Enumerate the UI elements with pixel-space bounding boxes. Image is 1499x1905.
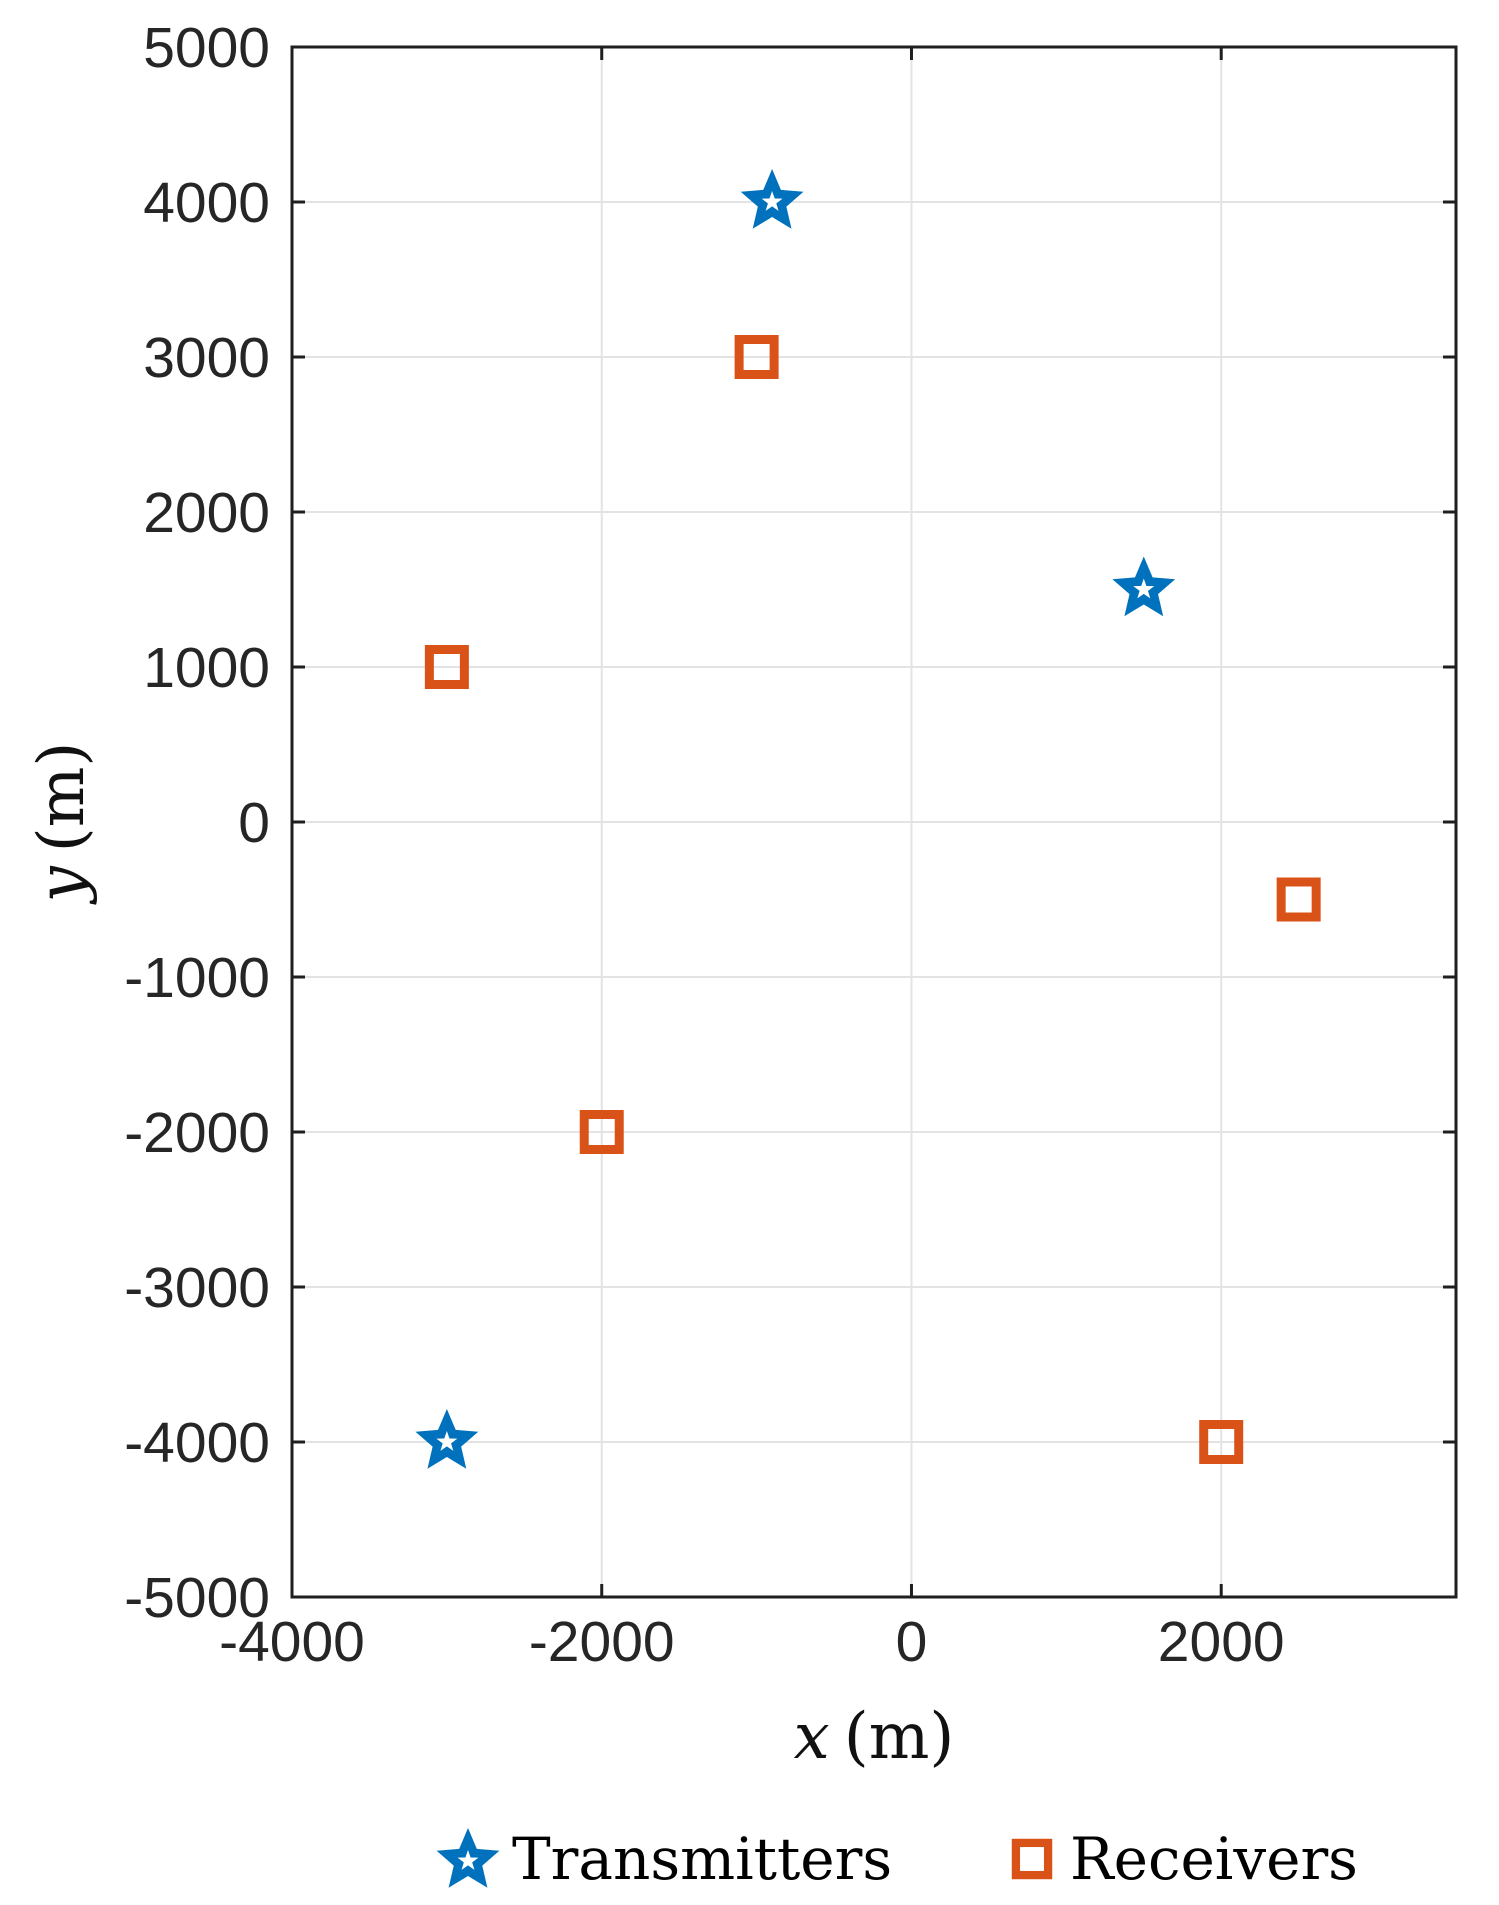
y-tick-label: -3000 (124, 1256, 270, 1320)
legend-label-receivers: Receivers (1070, 1824, 1358, 1893)
transmitter-marker-hole (436, 1431, 458, 1451)
receiver-marker (1011, 1838, 1053, 1879)
x-tick-label: -4000 (219, 1610, 365, 1674)
legend-label-transmitters: Transmitters (512, 1824, 893, 1893)
transmitter-star-icon (436, 1827, 500, 1888)
y-axis-label: y (m) (25, 742, 99, 903)
receiver-marker (424, 645, 469, 689)
y-axis-variable: y (25, 866, 99, 903)
receiver-square-icon (1011, 1838, 1053, 1879)
y-tick-label: 4000 (143, 171, 270, 235)
y-tick-label: 3000 (143, 326, 270, 390)
y-tick-label: 1000 (143, 636, 270, 700)
legend: Transmitters Receivers (0, 1812, 1499, 1905)
legend-item-receivers: Receivers (1002, 1812, 1358, 1905)
x-axis-unit: (m) (843, 1700, 955, 1774)
y-tick-label: 5000 (143, 16, 270, 80)
x-axis-label: x (m) (794, 1700, 955, 1774)
receiver-marker (579, 1110, 624, 1154)
x-tick-label: 2000 (1158, 1610, 1285, 1674)
y-tick-label: -4000 (124, 1411, 270, 1475)
receiver-marker (734, 335, 779, 379)
receiver-marker (1276, 877, 1321, 922)
y-axis-unit: (m) (25, 741, 99, 853)
legend-item-transmitters: Transmitters (432, 1812, 892, 1905)
transmitter-marker-hole (1133, 578, 1155, 599)
y-tick-label: -2000 (124, 1101, 270, 1165)
transmitter-marker-hole (761, 191, 783, 211)
transmitter-marker-hole (457, 1849, 479, 1870)
x-tick-label: 0 (896, 1610, 928, 1674)
y-tick-label: 0 (238, 791, 270, 855)
y-tick-label: -5000 (124, 1566, 270, 1630)
x-tick-label: -2000 (529, 1610, 675, 1674)
receiver-marker (1199, 1420, 1244, 1464)
x-axis-variable: x (793, 1700, 830, 1774)
y-tick-label: -1000 (124, 946, 270, 1010)
y-tick-label: 2000 (143, 481, 270, 545)
